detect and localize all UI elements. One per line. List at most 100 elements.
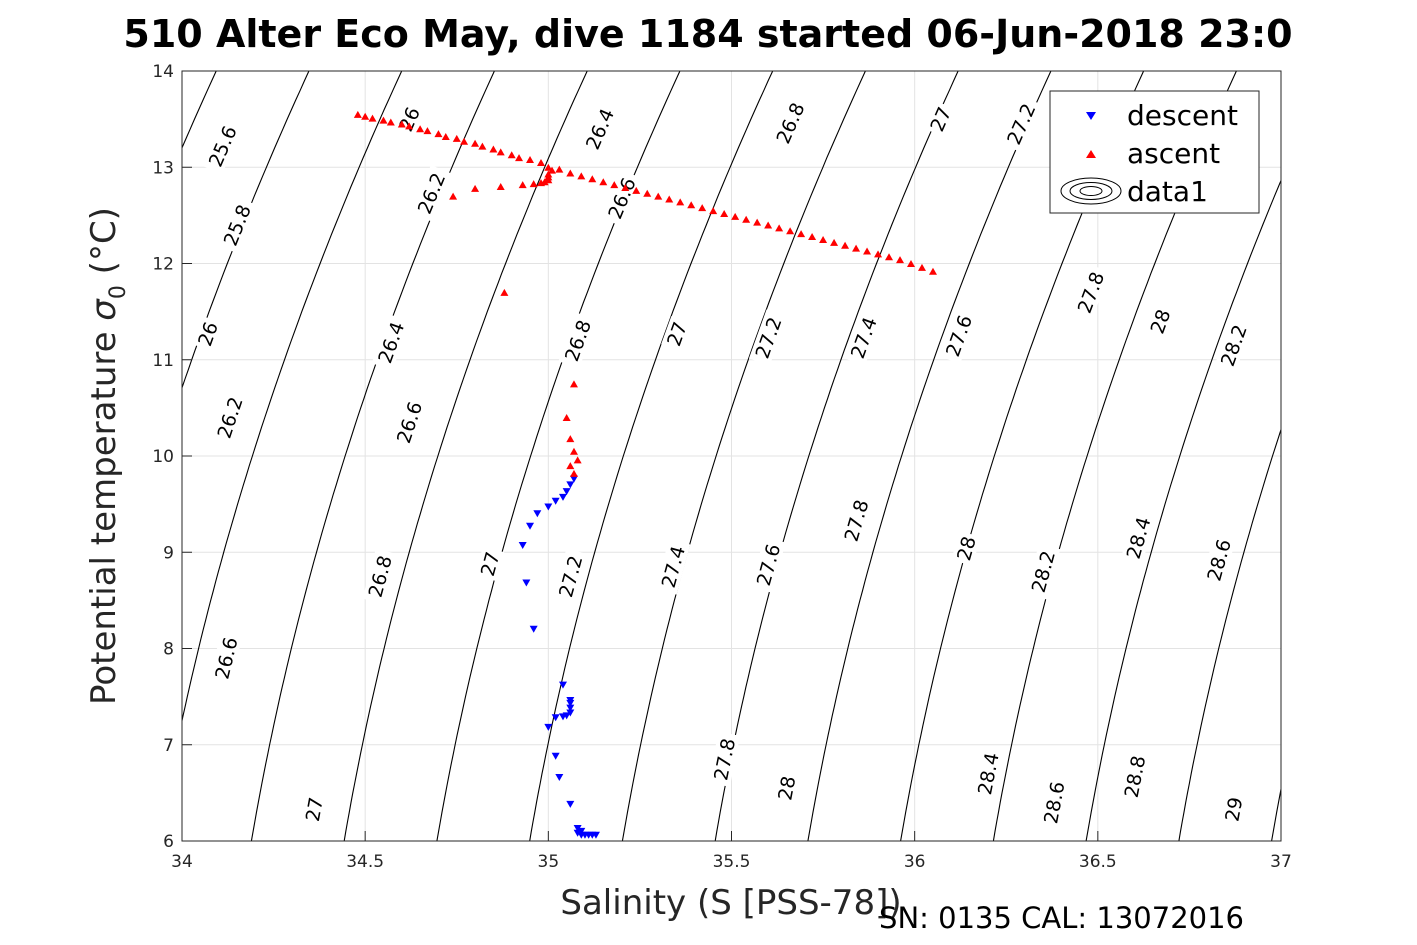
contour-label-background [392, 100, 426, 138]
ascent-marker [742, 215, 751, 223]
ascent-marker [566, 169, 575, 177]
ascent-marker [665, 195, 674, 203]
y-tick-label: 7 [163, 736, 174, 756]
ascent-marker [540, 178, 549, 186]
descent-marker [551, 752, 560, 760]
contour-label-text: 27 [302, 795, 328, 823]
ascent-marker [405, 122, 414, 130]
ascent-marker [434, 130, 443, 138]
descent-marker [518, 542, 527, 550]
contour-label-background [371, 314, 410, 371]
descent-marker [558, 681, 567, 689]
descent-marker [573, 824, 582, 832]
contour-label-text: 28 [774, 774, 800, 802]
descent-marker [566, 481, 575, 489]
ascent-marker [573, 456, 582, 464]
contour-label: 27 [661, 315, 693, 352]
ascent-marker [819, 235, 828, 243]
ascent-marker [518, 181, 527, 189]
ascent-marker [841, 241, 850, 249]
y-tick-label: 10 [152, 447, 174, 467]
ascent-marker [569, 469, 578, 477]
isopycnal-contour [182, 71, 403, 724]
ascent-marker [569, 380, 578, 388]
y-tick-label: 6 [163, 832, 174, 852]
contour-label-background [772, 771, 801, 805]
ascent-marker [928, 267, 937, 275]
ascent-marker [731, 212, 740, 220]
x-tick-label: 35.5 [713, 852, 751, 872]
ascent-marker [397, 120, 406, 128]
descent-marker [544, 503, 553, 511]
contour-label-background [390, 394, 428, 451]
ascent-marker [786, 227, 795, 235]
ascent-marker [416, 125, 425, 133]
contour-label: 26.4 [371, 314, 410, 371]
ascent-marker [599, 178, 608, 186]
isopycnal-contour [182, 71, 310, 390]
ascent-marker [562, 414, 571, 421]
ascent-marker [676, 198, 685, 206]
ascent-marker [852, 244, 861, 252]
ascent-marker [441, 132, 450, 140]
legend-contour-icon [1060, 177, 1122, 205]
y-axis-ticks: 6 7 8 9 10 11 12 13 14 [152, 62, 192, 852]
y-tick-label: 13 [152, 158, 174, 178]
ascent-marker [526, 156, 535, 164]
contour-label-background [300, 792, 328, 826]
descent-marker [566, 800, 575, 808]
contour-label-background [1120, 509, 1156, 566]
ascent-marker [544, 170, 553, 178]
ascent-marker [588, 175, 597, 183]
descent-marker [544, 723, 553, 731]
descent-marker [566, 704, 575, 712]
legend-ascent-marker [1086, 150, 1096, 158]
y-tick-label: 9 [163, 543, 174, 563]
x-tick-label: 35 [538, 852, 560, 872]
descent-marker [569, 475, 578, 483]
descent-marker [551, 497, 560, 505]
ascent-marker [654, 192, 663, 200]
ascent-marker [698, 204, 707, 212]
descent-marker [558, 493, 567, 501]
ascent-marker [529, 180, 538, 188]
ascent-marker [547, 166, 556, 174]
contour-label-background [558, 312, 597, 369]
ascent-marker [643, 189, 652, 197]
legend-box [1049, 90, 1260, 214]
ascent-marker [907, 260, 916, 267]
ascent-marker [507, 151, 516, 159]
descent-marker [591, 831, 600, 839]
footer-serial-cal: SN: 0135 CAL: 13072016 [879, 901, 1244, 935]
data-markers [353, 110, 937, 839]
descent-marker [529, 625, 538, 633]
ascent-marker [449, 192, 458, 200]
ascent-marker [874, 250, 883, 258]
contour-label-background [844, 309, 883, 366]
contour-label: 29 [1219, 792, 1247, 826]
contour-label-background [1000, 95, 1042, 153]
contour-label-background [216, 196, 257, 254]
legend: descent ascent data1 [1049, 90, 1260, 214]
ascent-marker [753, 218, 762, 226]
contour-label-background [192, 315, 224, 352]
ascent-marker [720, 209, 729, 217]
descent-marker [562, 712, 571, 720]
legend-data1-label: data1 [1127, 175, 1208, 208]
ascent-marker [566, 435, 575, 443]
contour-label-background [362, 548, 398, 605]
ascent-marker [709, 207, 718, 215]
contour-label-background [748, 309, 788, 366]
y-tick-label: 11 [152, 351, 174, 371]
contour-label-text: 29 [1221, 795, 1247, 823]
ascent-marker [896, 256, 905, 264]
x-tick-label: 36.5 [1079, 852, 1117, 872]
contour-label-background [475, 546, 505, 582]
contour-label-background [655, 538, 691, 595]
ascent-marker [566, 462, 575, 470]
ascent-marker [621, 183, 630, 191]
descent-marker [566, 709, 575, 717]
y-tick-label: 8 [163, 640, 174, 660]
ascent-marker [368, 114, 377, 122]
